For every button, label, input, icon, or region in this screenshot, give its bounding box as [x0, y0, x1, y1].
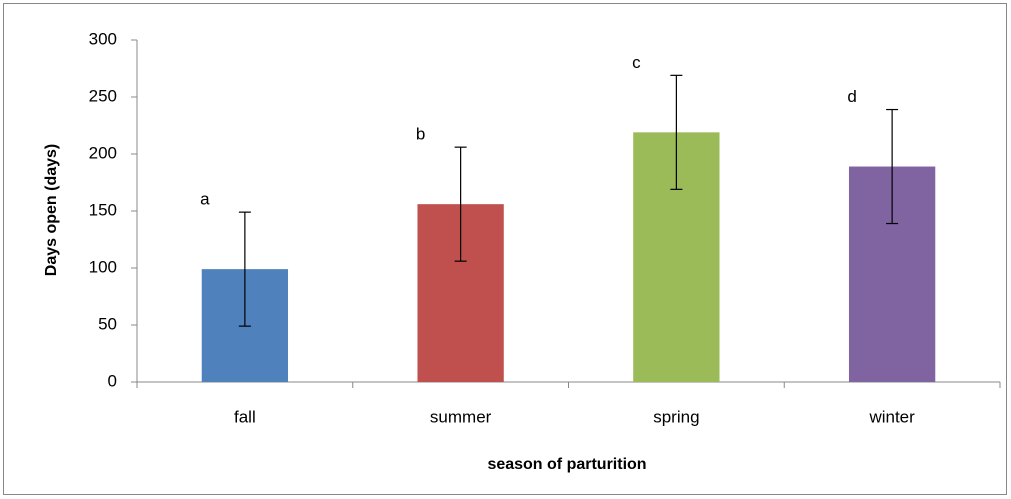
error-bar	[238, 211, 251, 327]
x-tick-label: spring	[653, 407, 699, 426]
error-bar	[670, 74, 683, 190]
x-tick-label: fall	[234, 407, 256, 426]
significance-label: c	[632, 53, 641, 72]
significance-label: d	[847, 87, 856, 106]
y-axis-title: Days open (days)	[43, 144, 60, 276]
y-tick-label: 250	[89, 86, 117, 105]
y-tick-label: 200	[89, 143, 117, 162]
x-tick-label: winter	[868, 407, 915, 426]
significance-label: b	[416, 125, 425, 144]
y-tick-label: 100	[89, 257, 117, 276]
x-axis-title: season of parturition	[487, 456, 646, 473]
chart-frame	[3, 3, 1007, 495]
error-bar	[886, 108, 899, 225]
y-tick-label: 0	[108, 371, 117, 390]
y-tick-label: 50	[98, 314, 117, 333]
y-tick-label: 150	[89, 200, 117, 219]
significance-label: a	[200, 190, 210, 209]
x-tick-label: summer	[430, 407, 492, 426]
y-tick-label: 300	[89, 29, 117, 48]
error-bar	[454, 146, 467, 262]
